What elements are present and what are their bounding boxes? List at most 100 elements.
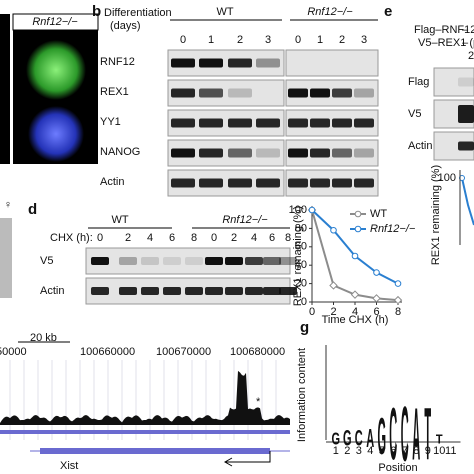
marker: [330, 226, 337, 234]
gene-arrow: [223, 451, 271, 467]
panel-label: b: [92, 3, 101, 20]
micrographs: [0, 13, 99, 298]
lane-label: 6: [169, 232, 175, 244]
logo-letter: T: [424, 394, 431, 474]
lane-label: 1: [317, 34, 323, 46]
lane-label: 0: [97, 232, 103, 244]
logo-letter: T: [436, 432, 443, 447]
x-axis-title: Position: [378, 462, 417, 474]
x-tick-label: 6: [373, 306, 379, 318]
series-line: [311, 209, 399, 285]
logo-letter: C: [401, 389, 409, 474]
partial-curve: [461, 177, 474, 226]
group-label: Rnf12−/−: [307, 6, 353, 18]
y-tick-label: 100: [438, 172, 456, 184]
band: [288, 88, 308, 98]
group-label: Rnf12−/−: [222, 214, 268, 226]
band: [354, 118, 374, 128]
lane-label: 4: [251, 232, 257, 244]
band: [310, 118, 330, 128]
marker: [393, 295, 403, 305]
legend-marker: [354, 210, 362, 218]
lane-label: 2: [231, 232, 237, 244]
x-axis-title: Time CHX (h): [322, 314, 389, 326]
band: [354, 88, 374, 98]
band: [225, 287, 243, 295]
x-tick-label: 8: [413, 445, 419, 457]
row-label: V5: [408, 108, 421, 120]
lane-label: 3: [361, 34, 367, 46]
x-tick-label: 10: [433, 445, 445, 457]
row-label: YY1: [100, 116, 121, 128]
lane-label: 0: [211, 232, 217, 244]
logo-letter: G: [331, 430, 340, 449]
band: [205, 287, 223, 295]
treatment-label: CHX (h):: [50, 232, 93, 244]
x-tick-label: 2: [330, 306, 336, 318]
band: [279, 257, 297, 265]
legend-marker: [354, 225, 362, 233]
row-label: REX1: [100, 86, 129, 98]
band: [256, 148, 280, 158]
band: [225, 257, 243, 265]
band: [205, 257, 223, 265]
panel-label: e: [384, 3, 392, 20]
band: [185, 257, 203, 265]
logo-letter: G: [343, 426, 352, 451]
band: [263, 257, 281, 265]
legend-label: WT: [370, 208, 387, 220]
x-tick-label: 6: [390, 445, 396, 457]
x-tick-label: 3: [356, 445, 362, 457]
band: [199, 118, 223, 128]
band: [288, 148, 308, 158]
blot: [433, 67, 474, 97]
lane-label: 4: [147, 232, 153, 244]
band: [332, 178, 352, 188]
band: [163, 287, 181, 295]
blot: [285, 49, 379, 77]
coordinate: 100660000: [80, 346, 135, 358]
band: [185, 287, 203, 295]
lane-label: 1: [208, 34, 214, 46]
marker: [373, 269, 380, 276]
row-label: RNF12: [100, 56, 135, 68]
band: [199, 88, 223, 98]
y-tick-label: 100: [289, 204, 307, 216]
band: [228, 178, 252, 188]
coordinate: 50000: [0, 346, 27, 358]
panel-a-header: Rnf12−/−: [32, 16, 78, 28]
gene-name: Xist: [60, 460, 78, 472]
band: [91, 287, 109, 295]
band: [288, 178, 308, 188]
x-tick-label: 8: [395, 306, 401, 318]
y-tick-label: 80: [295, 222, 307, 234]
scale-label: 20 kb: [30, 332, 57, 344]
lane-value: 2: [468, 50, 474, 62]
track: [0, 430, 290, 434]
band: [310, 148, 330, 158]
coordinate: 100670000: [156, 346, 211, 358]
band: [171, 88, 195, 98]
legend-label: Rnf12−/−: [370, 223, 416, 235]
band: [199, 178, 223, 188]
band: [332, 148, 352, 158]
marker: [372, 294, 381, 303]
band: [332, 88, 352, 98]
lane-label: 6: [269, 232, 275, 244]
logo-letter: A: [366, 425, 374, 454]
axis-unit: (days): [110, 20, 141, 32]
marker: [350, 290, 360, 299]
band: [163, 257, 181, 265]
x-tick-label: 4: [367, 445, 373, 457]
y-tick-label: 40: [295, 259, 307, 271]
row-label: Flag: [408, 76, 429, 88]
coverage: [0, 370, 290, 425]
panel-label: g: [300, 319, 309, 336]
marker: [394, 280, 402, 287]
marker: [329, 281, 338, 290]
band: [141, 287, 159, 295]
band: [458, 141, 474, 151]
annotation: *: [256, 396, 261, 408]
band: [256, 118, 280, 128]
band: [354, 148, 374, 158]
